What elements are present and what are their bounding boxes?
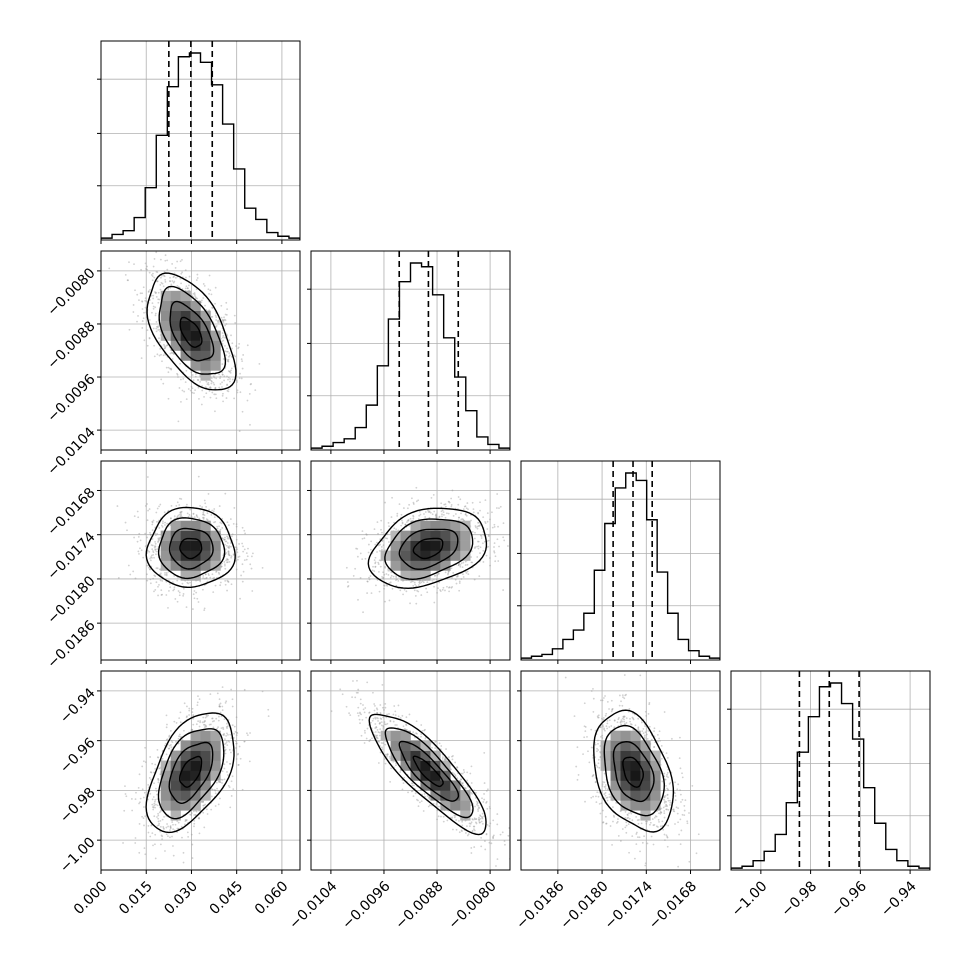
samples-2-1 <box>345 486 509 614</box>
contour-3-0-2 <box>157 728 225 820</box>
panel-2-0: −0.0186−0.0180−0.0174−0.0168 <box>44 460 301 672</box>
y-tick-label: −0.96 <box>57 735 99 777</box>
contour-3-1-3 <box>368 713 487 836</box>
panel-frame <box>100 40 301 241</box>
histogram-2 <box>521 472 720 660</box>
x-tick-label: −0.0088 <box>392 878 446 932</box>
contour-3-1-1 <box>398 740 460 802</box>
panel-2-1 <box>307 460 511 664</box>
y-tick-label: −0.0088 <box>44 318 98 372</box>
density-2-0 <box>160 520 221 581</box>
contour-3-2-1 <box>612 740 655 803</box>
y-tick-label: −0.0080 <box>44 265 98 319</box>
contour-3-2-0 <box>622 756 645 788</box>
y-tick-label: −0.94 <box>57 685 99 727</box>
contour-3-1-0 <box>412 755 444 788</box>
x-tick-label: −0.0096 <box>339 878 393 932</box>
x-tick-label: 0.030 <box>161 878 201 918</box>
contour-3-0-3 <box>145 712 235 834</box>
x-tick-label: −0.94 <box>878 878 920 920</box>
y-tick-label: −1.00 <box>57 834 99 876</box>
contour-2-1-1 <box>398 528 459 570</box>
contour-3-2-2 <box>603 724 666 817</box>
contour-2-1-0 <box>412 537 444 560</box>
contour-1-0-0 <box>179 316 203 348</box>
histogram-1 <box>311 262 510 450</box>
panel-0-0 <box>97 40 301 244</box>
contour-2-0-3 <box>145 506 236 588</box>
panel-frame <box>100 670 301 871</box>
histogram-0 <box>101 52 300 240</box>
panel-3-2: −0.0186−0.0180−0.0174−0.0168 <box>513 670 721 933</box>
contour-2-0-2 <box>157 517 226 580</box>
y-tick-label: −0.0168 <box>44 485 98 539</box>
contour-2-1-2 <box>384 518 474 581</box>
contour-2-1-3 <box>367 507 488 590</box>
x-tick-label: 0.045 <box>207 878 247 918</box>
x-tick-label: 0.000 <box>71 878 111 918</box>
contour-1-0-1 <box>169 300 215 362</box>
density-3-2 <box>600 730 661 821</box>
x-tick-label: −0.0168 <box>646 878 700 932</box>
contour-1-0-3 <box>146 272 237 391</box>
x-tick-label: −0.96 <box>828 878 870 920</box>
x-tick-label: −0.0104 <box>286 878 340 932</box>
panel-frame <box>730 670 931 871</box>
panel-frame <box>310 250 511 451</box>
contour-2-0-1 <box>168 527 214 570</box>
panel-3-3: −1.00 −0.98 −0.96 −0.94 <box>727 670 931 920</box>
panel-frame <box>100 250 301 451</box>
y-tick-label: −0.98 <box>57 785 99 827</box>
panel-3-1: −0.0104−0.0096−0.0088−0.0080 <box>286 670 511 933</box>
contour-2-0-0 <box>179 537 203 560</box>
contour-1-0-2 <box>158 285 227 375</box>
panel-frame <box>310 460 511 661</box>
contour-3-0-1 <box>168 741 214 805</box>
panel-1-1 <box>307 250 511 454</box>
y-tick-label: −0.0096 <box>44 371 98 425</box>
contour-3-2-3 <box>593 709 675 833</box>
x-tick-label: 0.060 <box>252 878 292 918</box>
contour-3-1-2 <box>384 727 474 819</box>
x-tick-label: −1.00 <box>729 878 771 920</box>
panel-frame <box>310 670 511 871</box>
panel-3-0: −1.00 −0.98 −0.96 −0.94 0.000 0.015 0.030 0.045… <box>57 670 301 918</box>
density-3-0 <box>160 730 221 821</box>
contour-3-0-0 <box>179 755 203 788</box>
density-1-0 <box>160 290 221 381</box>
panel-frame <box>100 460 301 661</box>
panel-2-2 <box>517 460 721 664</box>
x-tick-label: −0.98 <box>779 878 821 920</box>
panel-1-0: −0.0104−0.0096−0.0088−0.0080 <box>44 250 301 479</box>
x-tick-label: −0.0080 <box>445 878 499 932</box>
panel-frame <box>520 670 721 871</box>
density-2-1 <box>380 520 471 581</box>
panel-frame <box>520 460 721 661</box>
y-tick-label: −0.0104 <box>44 424 98 478</box>
histogram-3 <box>731 682 930 870</box>
x-tick-label: 0.015 <box>116 878 156 918</box>
